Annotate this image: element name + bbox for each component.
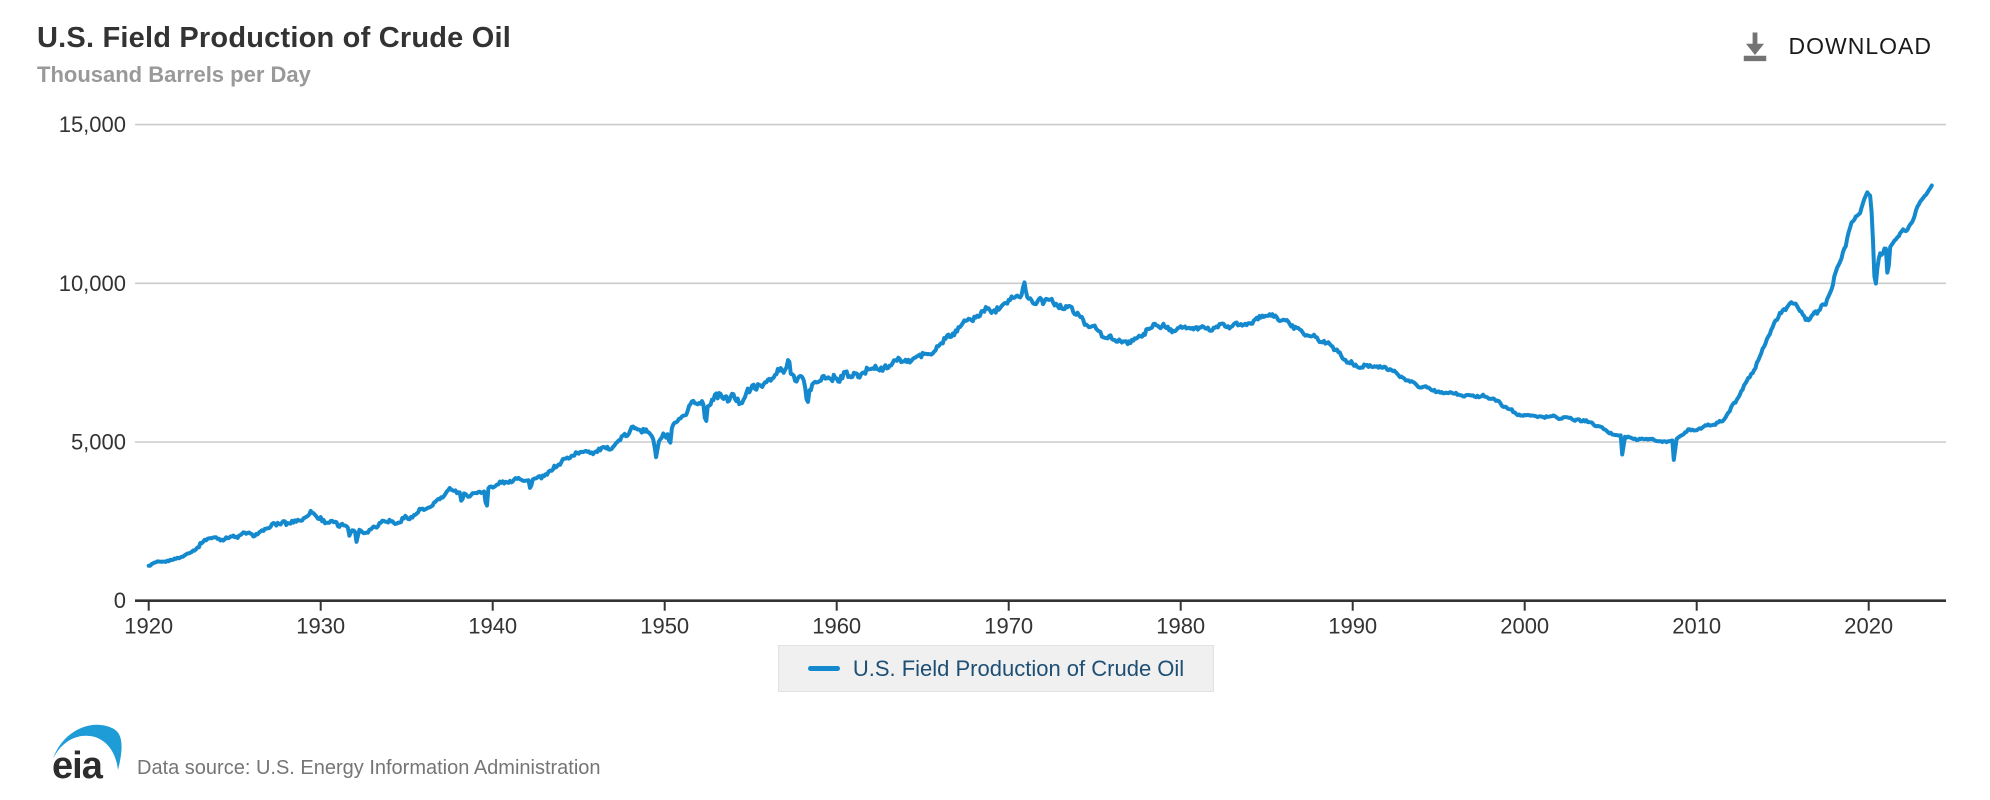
legend[interactable]: U.S. Field Production of Crude Oil — [778, 645, 1214, 692]
download-label: DOWNLOAD — [1788, 32, 1932, 59]
data-source-text: Data source: U.S. Energy Information Adm… — [137, 757, 601, 779]
eia-logo-text: eia — [52, 745, 104, 786]
x-axis-tick-label: 1990 — [1328, 614, 1377, 639]
page-title: U.S. Field Production of Crude Oil — [37, 22, 512, 54]
x-axis-tick-label: 1970 — [984, 614, 1033, 639]
eia-logo[interactable]: eia — [46, 712, 138, 791]
production-line-series[interactable] — [146, 183, 1934, 568]
x-axis-tick-label: 1950 — [640, 614, 689, 639]
y-axis-tick-label: 5,000 — [71, 430, 126, 455]
x-axis-tick-label: 1980 — [1156, 614, 1205, 639]
y-axis-tick-label: 15,000 — [59, 112, 126, 137]
x-axis-tick-label: 2000 — [1500, 614, 1549, 639]
x-axis-tick-label: 1930 — [296, 614, 345, 639]
legend-label: U.S. Field Production of Crude Oil — [852, 655, 1185, 681]
y-axis-tick-label: 0 — [114, 588, 126, 613]
x-axis-tick-label: 1940 — [468, 614, 517, 639]
x-axis-tick-label: 2020 — [1844, 614, 1893, 639]
x-axis-tick-label: 1920 — [124, 614, 173, 639]
x-axis-tick-label: 1960 — [812, 614, 861, 639]
download-icon — [1736, 28, 1774, 64]
legend-line-swatch — [807, 666, 840, 671]
chart-units-subtitle: Thousand Barrels per Day — [37, 62, 311, 87]
download-button[interactable]: DOWNLOAD — [1732, 26, 1936, 66]
eia-logo-swoosh-icon — [53, 724, 122, 770]
x-axis-tick-label: 2010 — [1672, 614, 1721, 639]
y-axis-tick-label: 10,000 — [59, 271, 126, 296]
